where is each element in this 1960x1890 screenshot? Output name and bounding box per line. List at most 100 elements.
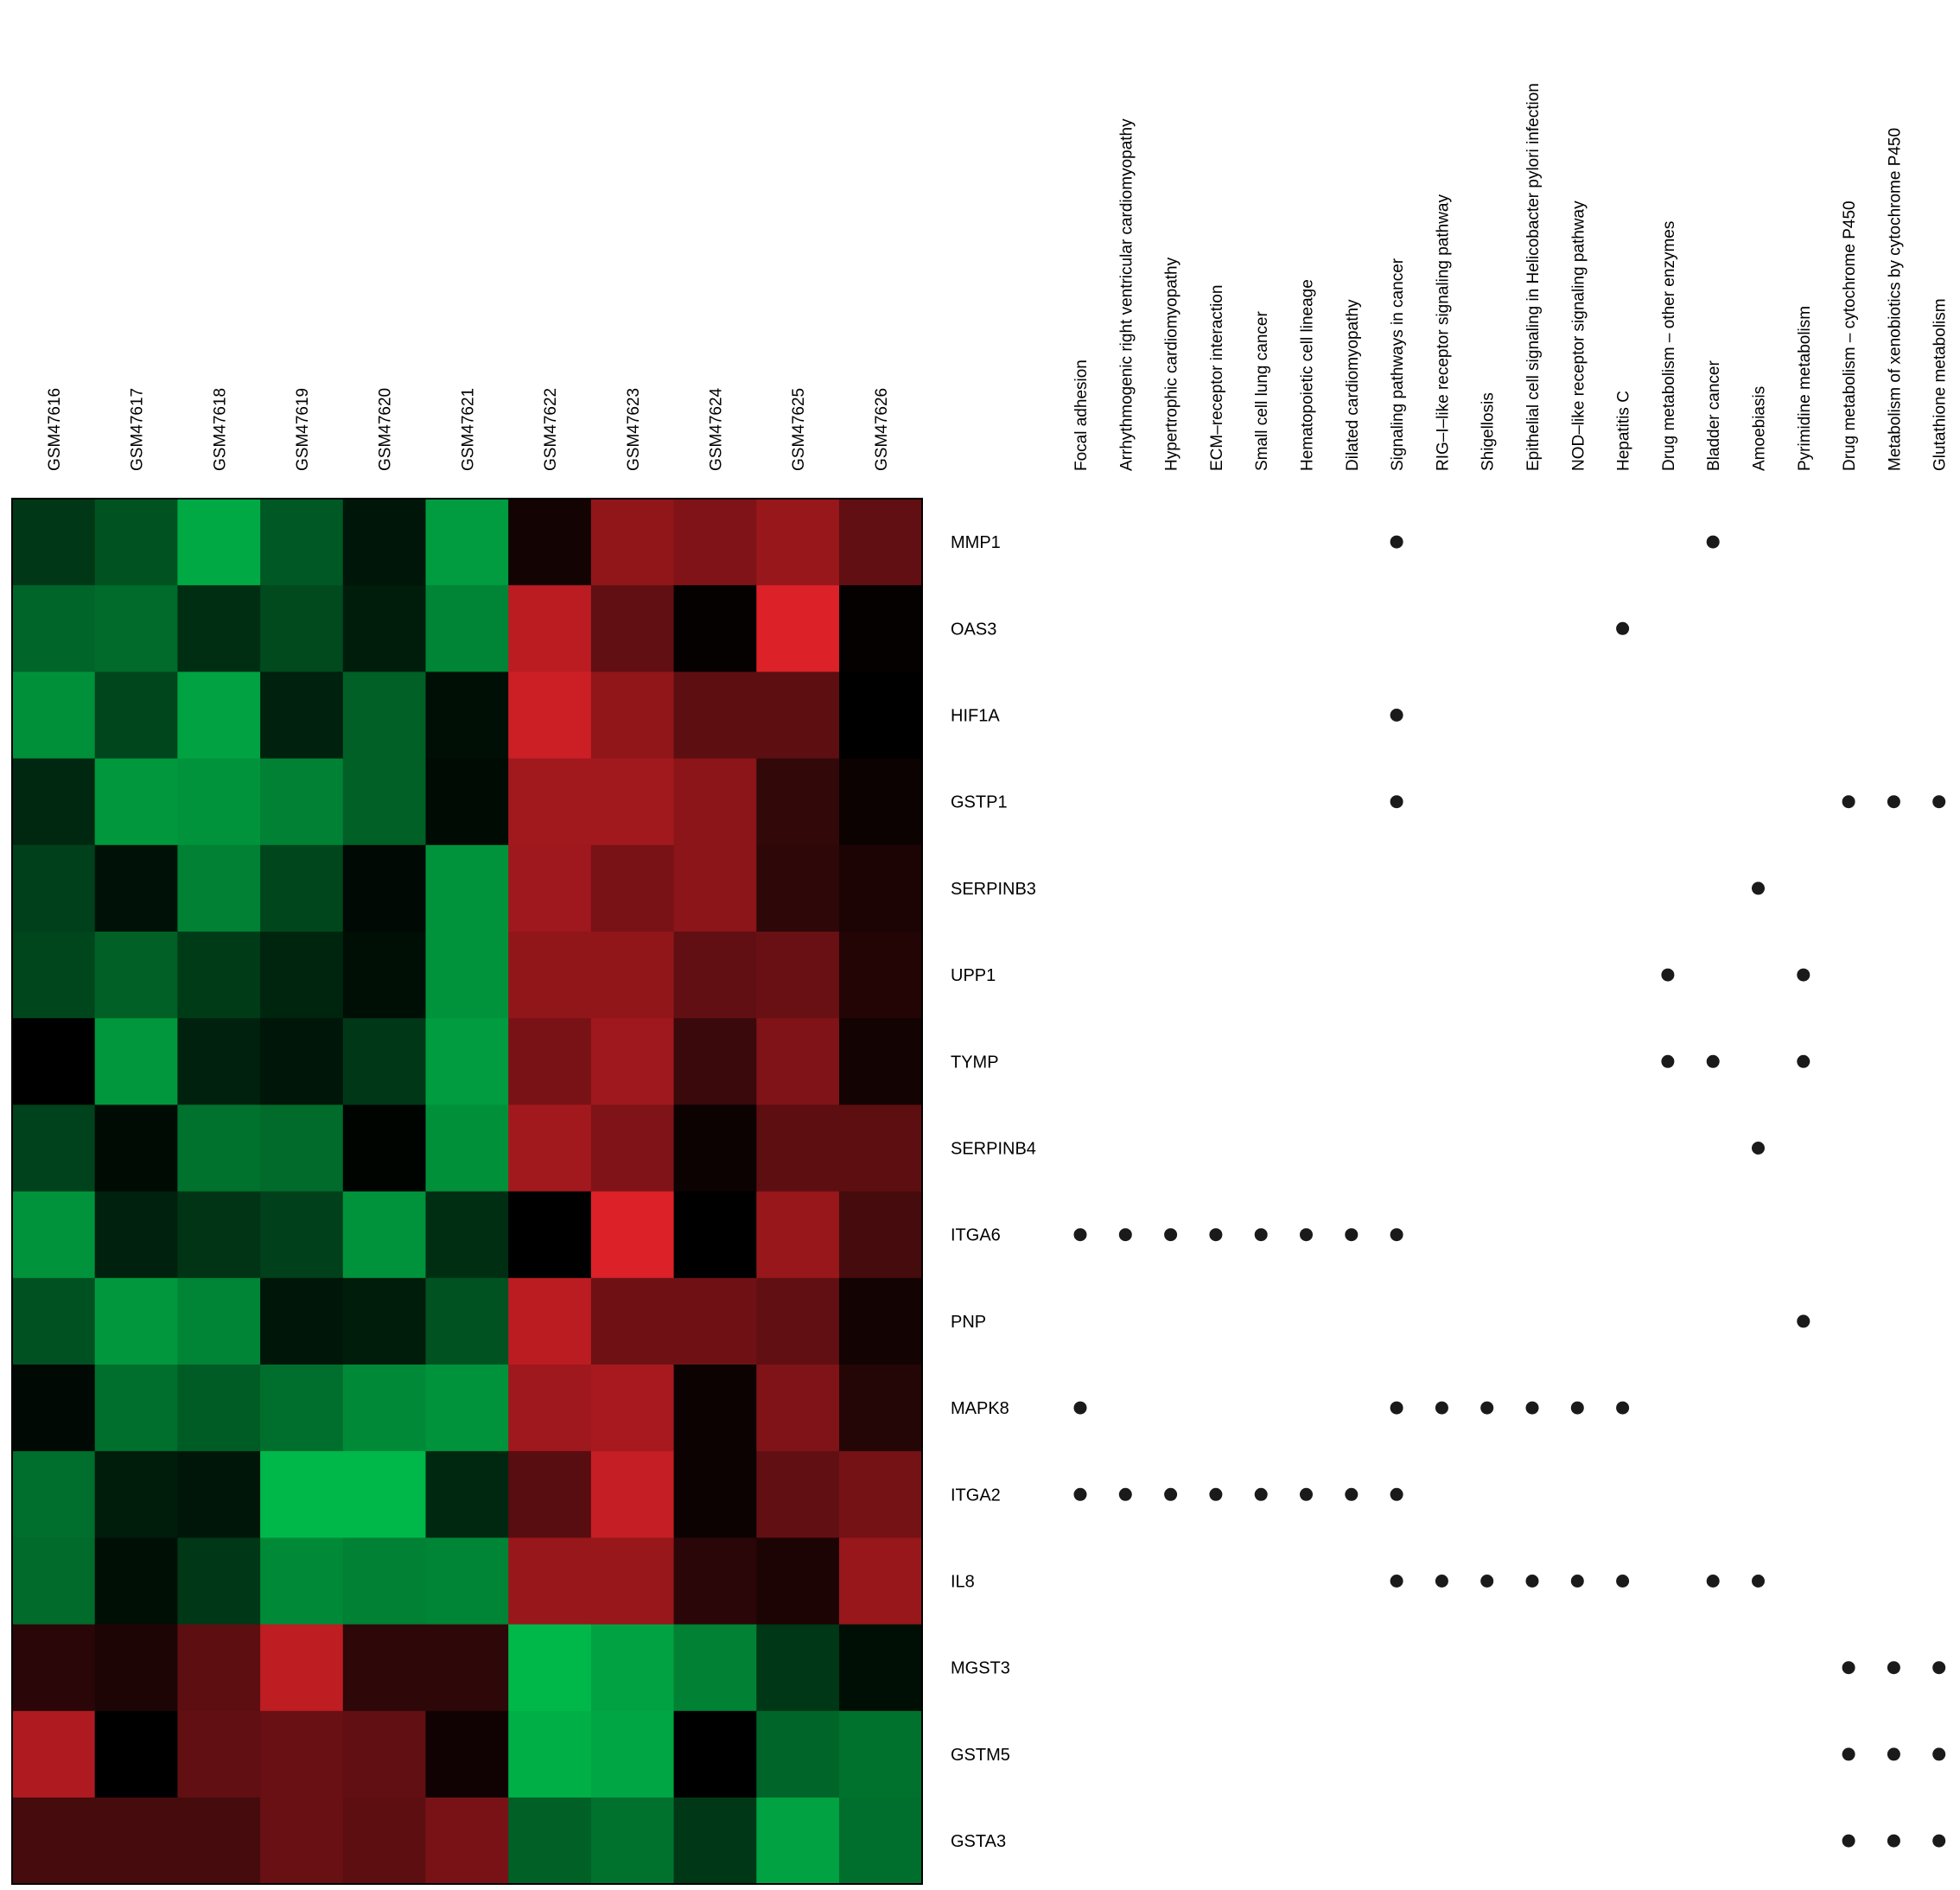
- gene-label: ITGA6: [951, 1226, 1001, 1245]
- membership-dot: [1706, 1054, 1720, 1068]
- heatmap-cell: [839, 1191, 923, 1279]
- heatmap-cell: [673, 1710, 757, 1798]
- membership-dot: [1390, 1487, 1403, 1501]
- membership-dot: [1932, 795, 1946, 809]
- sample-label: GSM47623: [625, 388, 643, 471]
- pathway-label: Hepatitis C: [1615, 391, 1633, 471]
- heatmap-cell: [756, 1710, 840, 1798]
- membership-dot: [1073, 1401, 1087, 1415]
- heatmap-cell: [94, 1104, 178, 1193]
- heatmap-cell: [425, 1537, 509, 1626]
- heatmap-cell: [839, 671, 923, 760]
- heatmap-cell: [756, 1277, 840, 1365]
- pathway-label: Dilated cardiomyopathy: [1344, 299, 1362, 471]
- heatmap-cell: [508, 1451, 592, 1538]
- heatmap-cell: [12, 1798, 96, 1885]
- heatmap-cell: [260, 932, 344, 1019]
- membership-dot: [1390, 1575, 1403, 1588]
- membership-dot: [1480, 1575, 1494, 1588]
- membership-dot: [1345, 1487, 1359, 1501]
- pathway-label: Metabolism of xenobiotics by cytochrome …: [1886, 128, 1904, 471]
- heatmap-cell: [673, 1365, 757, 1452]
- heatmap-cell: [590, 585, 675, 672]
- heatmap-cell: [673, 1018, 757, 1105]
- heatmap-cell: [590, 932, 675, 1019]
- sample-label: GSM47624: [708, 387, 726, 471]
- heatmap-cell: [508, 585, 592, 672]
- heatmap-cell: [260, 1710, 344, 1798]
- membership-dot: [1752, 881, 1765, 895]
- membership-dot: [1661, 1054, 1675, 1068]
- heatmap-cell: [508, 671, 592, 760]
- sample-label: GSM47620: [377, 388, 395, 471]
- heatmap-cell: [590, 1798, 675, 1885]
- heatmap-border: [11, 498, 923, 1885]
- heatmap-cell: [756, 932, 840, 1019]
- membership-dot: [1797, 1054, 1810, 1068]
- heatmap-cell: [94, 932, 178, 1019]
- heatmap-cell: [508, 844, 592, 932]
- heatmap-cell: [342, 1537, 427, 1626]
- gene-label: SERPINB3: [951, 880, 1036, 899]
- membership-dot: [1390, 709, 1403, 722]
- pathway-label: Hematopoietic cell lineage: [1299, 279, 1317, 471]
- heatmap-cell: [177, 1104, 261, 1193]
- heatmap-cell: [508, 1798, 592, 1885]
- gene-labels: MMP1 OAS3 HIF1A GSTP1 SERPINB3 UPP1 TYMP SERPIN…: [951, 533, 1036, 1851]
- heatmap-cell: [590, 758, 675, 846]
- heatmap-cell: [260, 758, 344, 846]
- gene-label: GSTP1: [951, 793, 1008, 812]
- gene-label: OAS3: [951, 620, 996, 639]
- heatmap-cell: [177, 671, 261, 760]
- heatmap-cell: [839, 1451, 923, 1538]
- heatmap-cell: [177, 1624, 261, 1712]
- heatmap-cell: [177, 1537, 261, 1626]
- heatmap-cell: [260, 1191, 344, 1279]
- heatmap-cell: [260, 1451, 344, 1538]
- membership-dot: [1706, 1575, 1720, 1588]
- heatmap-cell: [756, 844, 840, 932]
- heatmap-cell: [673, 499, 757, 586]
- heatmap-cell: [673, 1798, 757, 1885]
- heatmap-cell: [342, 1018, 427, 1105]
- heatmap-cell: [673, 1191, 757, 1279]
- heatmap-cell: [590, 1537, 675, 1626]
- heatmap-cell: [342, 844, 427, 932]
- pathway-label: Small cell lung cancer: [1253, 311, 1271, 471]
- membership-dot: [1390, 1228, 1403, 1242]
- sample-label: GSM47619: [294, 388, 312, 471]
- heatmap-cell: [177, 758, 261, 846]
- membership-dot: [1390, 795, 1403, 809]
- heatmap-cell: [177, 1018, 261, 1105]
- membership-dot: [1706, 535, 1720, 549]
- heatmap-cell: [12, 1277, 96, 1365]
- heatmap-cell: [425, 1104, 509, 1193]
- heatmap-cell: [177, 932, 261, 1019]
- gene-label: GSTM5: [951, 1746, 1010, 1765]
- heatmap-cell: [508, 1277, 592, 1365]
- heatmap-cell: [839, 1277, 923, 1365]
- heatmap-cell: [673, 1104, 757, 1193]
- heatmap-cell: [590, 1104, 675, 1193]
- heatmap-cell: [12, 585, 96, 672]
- membership-dot: [1390, 1401, 1403, 1415]
- pathway-label: Drug metabolism – other enzymes: [1660, 221, 1678, 471]
- heatmap-cell: [260, 1365, 344, 1452]
- heatmap-cell: [756, 1365, 840, 1452]
- heatmap-cell: [12, 1018, 96, 1105]
- heatmap-cell: [342, 1624, 427, 1712]
- gene-label: SERPINB4: [951, 1140, 1036, 1159]
- heatmap-cell: [590, 1018, 675, 1105]
- heatmap-cell: [508, 1104, 592, 1193]
- heatmap-cell: [342, 585, 427, 672]
- membership-dot: [1525, 1575, 1539, 1588]
- heatmap-cell: [94, 1365, 178, 1452]
- sample-labels: GSM47616 GSM47617 GSM47618 GSM47619 GSM47620…: [46, 387, 891, 471]
- heatmap-cell: [425, 1710, 509, 1798]
- heatmap-cell: [12, 1191, 96, 1279]
- sample-label: GSM47618: [211, 388, 229, 471]
- heatmap-cell: [94, 1624, 178, 1712]
- heatmap-cell: [425, 671, 509, 760]
- heatmap-cell: [12, 758, 96, 846]
- heatmap-cell: [508, 1018, 592, 1105]
